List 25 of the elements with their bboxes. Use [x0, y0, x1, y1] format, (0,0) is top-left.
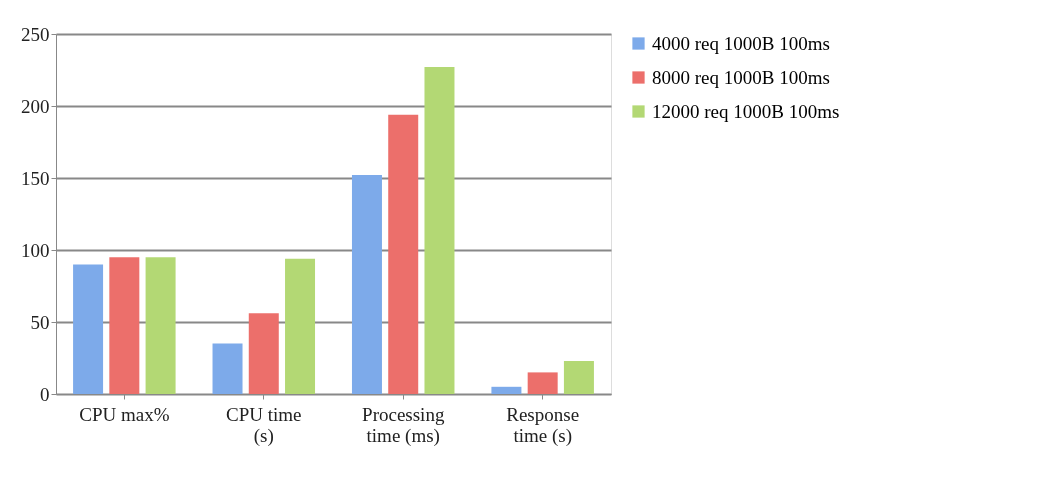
bar [424, 67, 455, 394]
bar [563, 360, 594, 394]
bar [212, 343, 243, 394]
y-tick-label: 100 [21, 239, 50, 261]
bar [73, 264, 104, 394]
bar [527, 372, 558, 394]
bar [388, 114, 419, 394]
x-tick-label: Processing time (ms) [362, 403, 445, 447]
bar [248, 313, 279, 394]
bar [145, 257, 176, 394]
bar [351, 175, 382, 394]
y-tick-label: 50 [30, 311, 50, 333]
y-tick-label: 200 [21, 95, 50, 117]
x-tick-label: CPU max% [79, 403, 170, 425]
bar [285, 258, 316, 394]
legend-label: 4000 req 1000B 100ms [652, 32, 830, 54]
y-tick-label: 150 [21, 167, 50, 189]
y-tick-label: 250 [21, 23, 50, 45]
y-tick-label: 0 [40, 383, 50, 405]
bar [109, 257, 140, 394]
legend-label: 8000 req 1000B 100ms [652, 66, 830, 88]
x-tick-label: CPU time (s) [226, 403, 302, 447]
bar [491, 386, 522, 394]
legend-label: 12000 req 1000B 100ms [652, 100, 840, 122]
x-tick-label: Response time (s) [506, 403, 580, 447]
